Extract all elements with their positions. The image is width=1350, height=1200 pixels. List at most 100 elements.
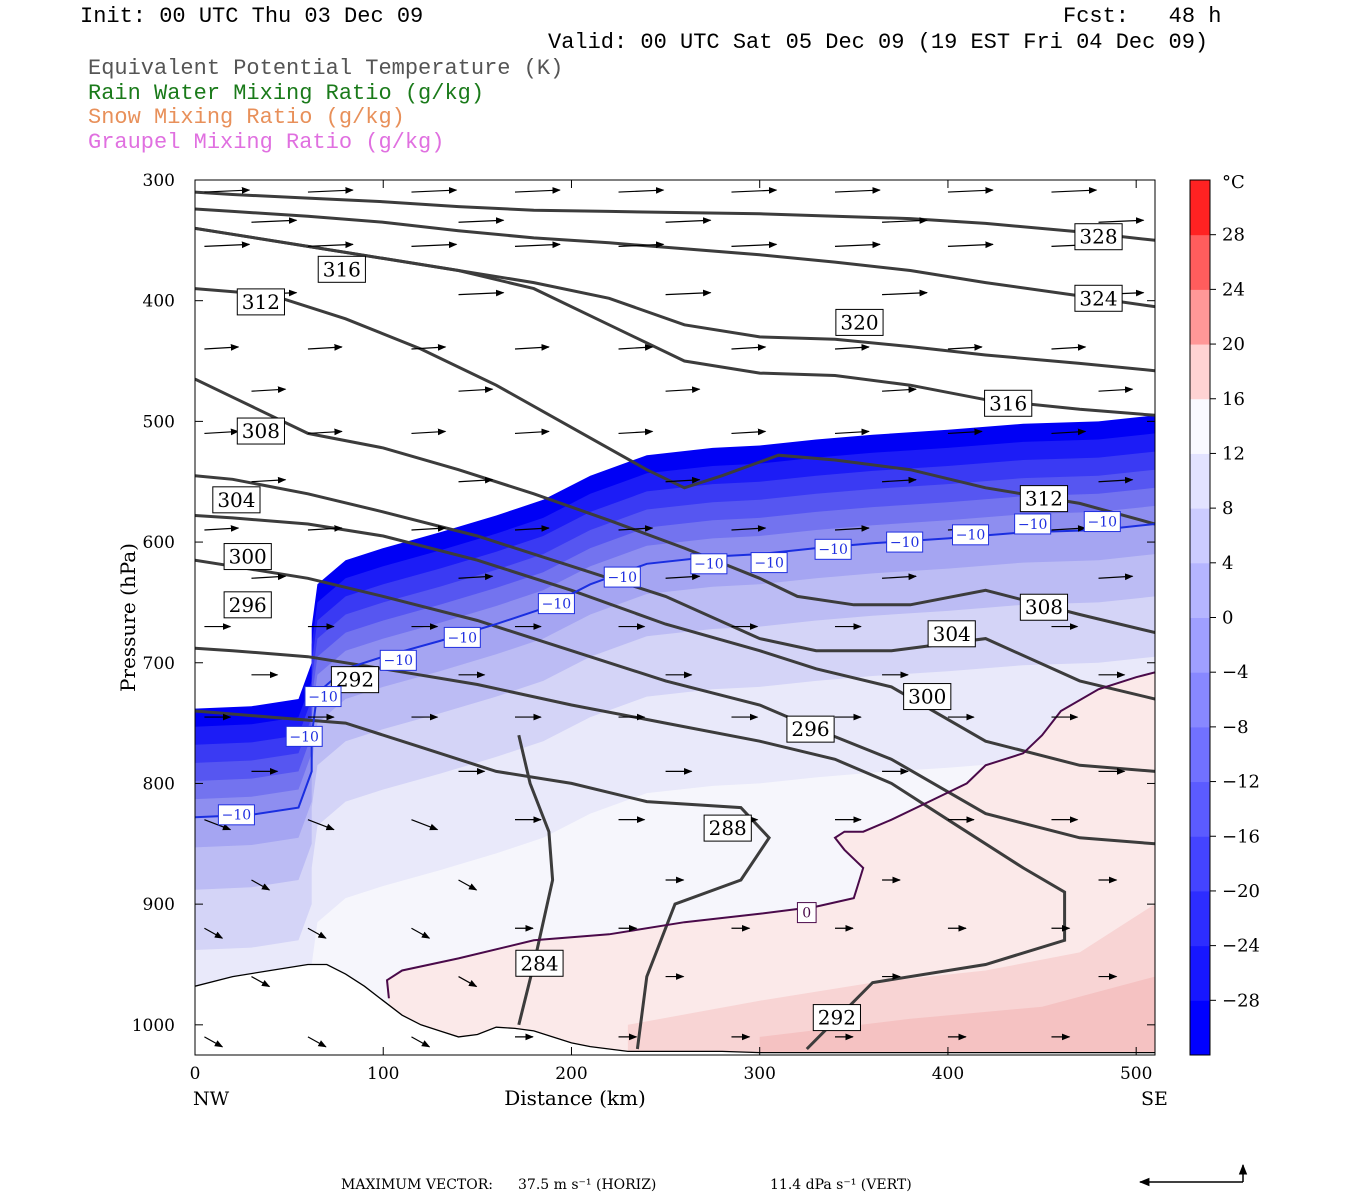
theta-e-label-box: [223, 591, 272, 619]
isotherm-label-box: [814, 538, 852, 560]
colorbar-cell: [1190, 234, 1210, 290]
wind-vector: [251, 217, 298, 224]
wind-vector: [204, 187, 251, 194]
wind-vector: [834, 428, 870, 436]
wind-vector: [204, 819, 232, 831]
theta-e-label-box: [703, 814, 752, 842]
x-tick-label: 300: [743, 1064, 775, 1084]
x-tick-label: 200: [555, 1064, 587, 1084]
isotherm-label: −10: [608, 570, 638, 586]
wind-vector: [204, 428, 240, 436]
theta-e-label: 296: [791, 717, 829, 741]
colorbar-cell: [1190, 672, 1210, 728]
isotherm-label-box: [443, 626, 481, 648]
colorbar-cell: [1190, 344, 1210, 400]
wind-vectors: [204, 187, 1145, 1048]
wind-vector: [251, 573, 287, 581]
y-tick-label: 600: [143, 533, 175, 553]
y-axis-label: Pressure (hPa): [116, 543, 140, 692]
wind-vector: [411, 241, 458, 249]
theta-e-320: [195, 226, 1155, 373]
y-tick-label: 1000: [132, 1016, 175, 1036]
wind-vector: [618, 241, 665, 249]
theta-e-label-box: [515, 949, 564, 977]
theta-e-label-box: [317, 255, 366, 283]
isotherm-label-box: [304, 686, 342, 708]
wind-vector: [731, 428, 767, 436]
init-time: Init: 00 UTC Thu 03 Dec 09: [80, 4, 424, 29]
colorbar-tick-label: 20: [1222, 334, 1245, 355]
wind-vector: [834, 525, 870, 532]
wind-vector: [731, 525, 767, 532]
wind-vector: [411, 1036, 431, 1048]
x-tick-label: 100: [367, 1064, 399, 1084]
wind-vector: [1051, 428, 1087, 436]
wind-vector: [514, 525, 550, 532]
reference-vector-icon: [1138, 1163, 1248, 1187]
colorbar-cell: [1190, 617, 1210, 673]
field-label-rain: Rain Water Mixing Ratio (g/kg): [88, 81, 485, 106]
theta-e-label-box: [812, 1004, 861, 1032]
wind-vector: [665, 289, 712, 297]
wind-vector: [458, 386, 494, 394]
isotherm-label-box: [750, 552, 788, 574]
wind-vector: [204, 525, 240, 532]
isotherm-label-box: [603, 566, 641, 588]
warm-band-2: [759, 976, 1155, 1055]
wind-vector: [458, 573, 494, 581]
isotherm-label: −10: [754, 555, 784, 571]
isotherm-label-box: [285, 725, 323, 747]
colorbar-cell: [1190, 289, 1210, 345]
theta-e-300: [195, 514, 1155, 773]
isotherm-label: −10: [1018, 517, 1048, 533]
wind-vector: [251, 879, 271, 891]
theta-e-label-box: [236, 288, 285, 316]
wind-vector: [458, 217, 505, 224]
max-vector-vert: 11.4 dPa s⁻¹ (VERT): [770, 1177, 912, 1193]
isotherm-label-box: [886, 531, 924, 553]
isotherm-label: −10: [1088, 514, 1118, 530]
wind-vector: [1098, 573, 1134, 581]
wind-vector: [618, 525, 654, 532]
isotherm-label: −10: [956, 528, 986, 544]
theta-e-label: 288: [709, 816, 747, 840]
wind-vector: [618, 344, 654, 351]
wind-vector: [947, 428, 983, 436]
theta-e-label: 300: [908, 685, 946, 709]
plot-frame: [194, 179, 1156, 1056]
wind-vector: [307, 927, 327, 939]
wind-vector: [307, 187, 354, 194]
isotherm-label-box: [1083, 511, 1121, 533]
isotherm-label-box: [217, 804, 255, 826]
wind-vector: [882, 289, 928, 297]
x-tick-label: 0: [190, 1064, 201, 1084]
theta-e-label: 312: [242, 290, 280, 314]
theta-e-label-box: [1074, 223, 1123, 251]
isotherm-zero: [385, 671, 1155, 999]
wind-vector: [882, 217, 928, 224]
wind-vector: [882, 476, 917, 484]
theta-e-296: [195, 558, 1155, 846]
isotherm-label-box: [537, 593, 575, 615]
theta-e-label-box: [984, 389, 1033, 417]
wind-vector: [204, 241, 251, 249]
theta-e-308: [195, 377, 1155, 635]
colorbar-tick-label: 8: [1222, 498, 1233, 519]
isotherm-label: −10: [448, 630, 478, 646]
colorbar-cell: [1190, 562, 1210, 618]
y-tick-label: 500: [143, 412, 175, 432]
theta-e-label: 312: [1025, 487, 1063, 511]
colorbar-unit: °C: [1222, 172, 1245, 193]
theta-e-label-box: [786, 715, 835, 743]
wind-vector: [1098, 217, 1145, 224]
wind-vector: [665, 217, 712, 224]
colorbar-tick-label: −28: [1222, 990, 1260, 1011]
theta-e-label: 292: [336, 668, 374, 692]
wind-vector: [204, 344, 240, 351]
wind-vector: [882, 386, 917, 394]
colorbar-tick-label: 0: [1222, 608, 1233, 629]
valid-time: Valid: 00 UTC Sat 05 Dec 09 (19 EST Fri …: [548, 30, 1209, 55]
x-axis-label: Distance (km): [504, 1086, 646, 1110]
terrain-mask: [195, 963, 1155, 1055]
colorbar-cell: [1190, 180, 1210, 236]
